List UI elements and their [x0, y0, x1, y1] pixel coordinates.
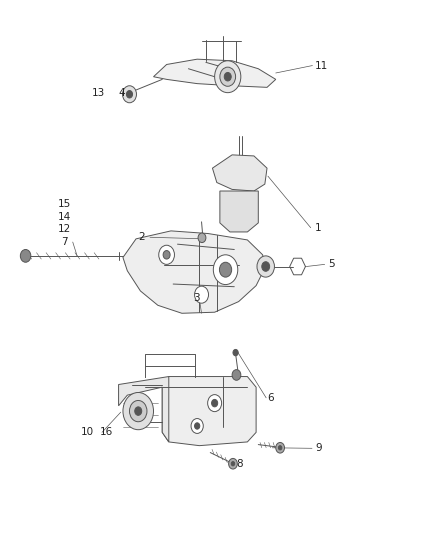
Text: 14: 14 [57, 212, 71, 222]
Polygon shape [212, 155, 267, 191]
Text: 4: 4 [119, 88, 125, 98]
Circle shape [194, 423, 200, 429]
Text: 9: 9 [315, 443, 322, 453]
Circle shape [20, 249, 31, 262]
Circle shape [276, 442, 285, 453]
Circle shape [135, 407, 142, 415]
Circle shape [212, 399, 218, 407]
Polygon shape [123, 231, 265, 313]
Text: 3: 3 [193, 293, 200, 303]
Circle shape [215, 61, 241, 93]
Circle shape [233, 350, 238, 356]
Circle shape [198, 233, 206, 243]
Circle shape [130, 400, 147, 422]
Circle shape [231, 462, 235, 466]
Circle shape [123, 392, 153, 430]
Circle shape [257, 256, 275, 277]
Text: 7: 7 [61, 237, 67, 247]
Circle shape [208, 394, 222, 411]
Circle shape [220, 67, 236, 86]
Circle shape [219, 262, 232, 277]
Text: 8: 8 [237, 459, 243, 469]
Text: 2: 2 [138, 232, 145, 243]
Text: 5: 5 [328, 260, 335, 269]
Circle shape [194, 286, 208, 303]
Circle shape [213, 255, 238, 285]
Text: 15: 15 [57, 199, 71, 209]
Circle shape [262, 262, 270, 271]
Text: 12: 12 [57, 224, 71, 235]
Circle shape [224, 72, 231, 81]
Text: 13: 13 [92, 88, 106, 98]
Polygon shape [220, 191, 258, 232]
Circle shape [159, 245, 174, 264]
Circle shape [127, 91, 133, 98]
Polygon shape [119, 376, 169, 442]
Text: 11: 11 [315, 61, 328, 70]
Polygon shape [162, 376, 256, 446]
Text: 16: 16 [100, 427, 113, 438]
Text: 10: 10 [81, 427, 94, 438]
Circle shape [163, 251, 170, 259]
Circle shape [279, 446, 282, 450]
Circle shape [229, 458, 237, 469]
Circle shape [191, 418, 203, 433]
Text: 6: 6 [267, 393, 274, 403]
Circle shape [123, 86, 137, 103]
Polygon shape [153, 59, 276, 87]
Text: 1: 1 [315, 223, 322, 233]
Circle shape [232, 369, 241, 380]
